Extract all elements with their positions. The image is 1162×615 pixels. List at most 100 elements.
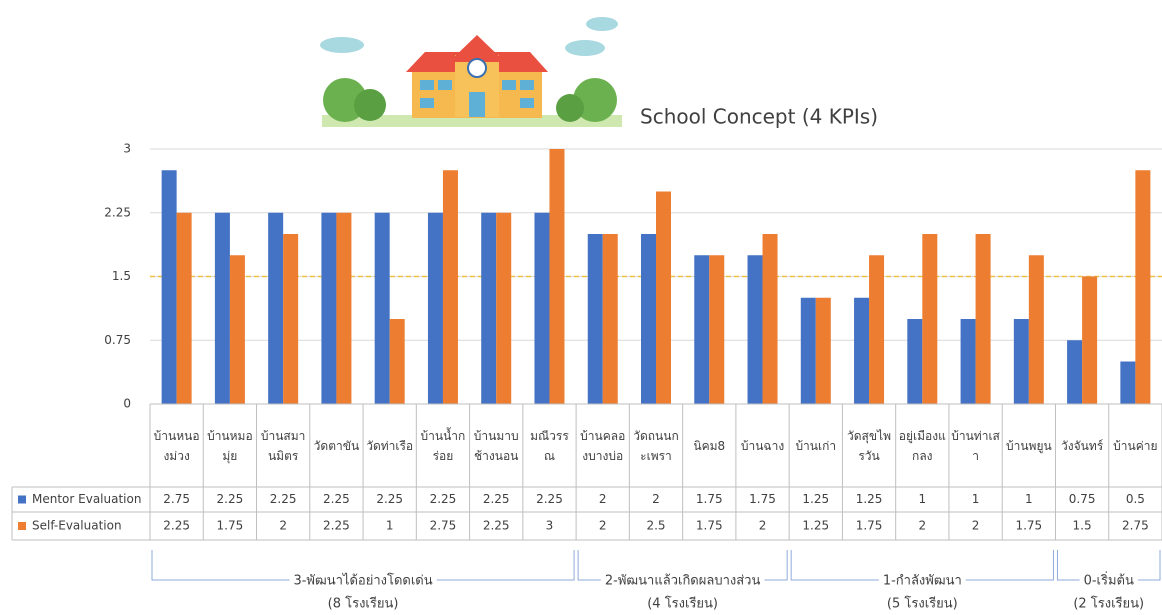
x-tick-label: วัดสุขไพรวัน	[847, 428, 892, 463]
table-value: 2.25	[430, 492, 457, 506]
x-tick-label: บ้านท่าเสา	[951, 428, 1000, 463]
bar	[1067, 340, 1083, 404]
x-tick-label: บ้านหมอมุ่ย	[207, 428, 253, 463]
x-tick-label: วังจันทร์	[1061, 438, 1104, 453]
group-label: 1-กำลังพัฒนา	[883, 574, 962, 589]
bar	[214, 212, 230, 404]
group-note: (2 โรงเรียน)	[1073, 596, 1144, 612]
table-value: 2.25	[323, 492, 350, 506]
table-value: 1.5	[1073, 519, 1092, 533]
table-value: 1.75	[217, 519, 244, 533]
legend-label: Self-Evaluation	[32, 519, 122, 533]
table-value: 1	[386, 519, 394, 533]
y-tick-label: 0	[123, 397, 131, 411]
table-value: 2	[652, 492, 660, 506]
table-value: 2	[279, 519, 287, 533]
x-tick-label: บ้านค่าย	[1113, 438, 1158, 453]
bar	[1028, 255, 1044, 404]
bar	[534, 212, 550, 404]
bar	[1120, 361, 1136, 404]
x-tick-label: บ้านคลองบางบ่อ	[580, 428, 626, 463]
bar	[800, 297, 816, 404]
y-tick-label: 1.5	[112, 269, 131, 283]
bar	[229, 255, 245, 404]
table-value: 1.25	[802, 519, 829, 533]
table-value: 1.75	[856, 519, 883, 533]
x-tick-label: อยู่เมืองแกลง	[898, 428, 946, 463]
table-value: 1.75	[749, 492, 776, 506]
table-value: 1	[918, 492, 926, 506]
bar	[854, 297, 870, 404]
bar	[442, 170, 458, 404]
legend-swatch	[18, 522, 26, 530]
bar	[641, 234, 656, 404]
group-label-bg	[878, 573, 966, 589]
legend-swatch	[18, 495, 26, 504]
x-tick-label: วัดตาขัน	[313, 438, 360, 453]
group-label: 0-เริ่มต้น	[1084, 572, 1134, 589]
bar	[762, 234, 778, 404]
x-tick-label: มณีวรรณ	[530, 428, 569, 463]
table-value: 2.25	[270, 492, 297, 506]
table-value: 2.75	[163, 492, 190, 506]
x-tick-label: บ้านเก่า	[795, 438, 837, 453]
group-label-bg	[600, 573, 765, 589]
x-tick-label: วัดท่าเรือ	[366, 438, 414, 453]
group-note: (4 โรงเรียน)	[647, 596, 718, 612]
bar	[283, 234, 299, 404]
table-value: 2.25	[163, 519, 190, 533]
bar	[975, 234, 991, 404]
y-tick-label: 0.75	[104, 333, 131, 347]
table-value: 1.75	[696, 519, 723, 533]
x-tick-label: บ้านน้ำกร่อย	[420, 428, 466, 463]
group-label: 3-พัฒนาได้อย่างโดดเด่น	[293, 573, 432, 589]
bar	[336, 212, 352, 404]
table-value: 2.25	[217, 492, 244, 506]
table-value: 2	[918, 519, 926, 533]
table-value: 0.5	[1126, 492, 1145, 506]
table-value: 2	[599, 519, 607, 533]
table-value: 2.25	[483, 492, 510, 506]
bar	[709, 255, 725, 404]
table-value: 1.25	[802, 492, 829, 506]
table-value: 2.5	[646, 519, 665, 533]
x-tick-label: บ้านสมานมิตร	[260, 428, 306, 463]
group-note: (5 โรงเรียน)	[887, 596, 958, 612]
table-value: 0.75	[1069, 492, 1096, 506]
bar	[907, 319, 923, 404]
bar	[321, 212, 337, 404]
table-value: 2.25	[323, 519, 350, 533]
table-value: 2	[972, 519, 980, 533]
bar	[427, 212, 443, 404]
table-value: 2.25	[483, 519, 510, 533]
group-label-bg	[1079, 571, 1138, 589]
legend-label: Mentor Evaluation	[32, 492, 141, 506]
table-value: 2	[599, 492, 607, 506]
bar	[922, 234, 938, 404]
table-value: 1.75	[696, 492, 723, 506]
x-tick-label: วัดถนนกะเพรา	[633, 428, 679, 463]
table-value: 2.25	[536, 492, 563, 506]
bar	[587, 234, 603, 404]
table-value: 2.75	[1122, 519, 1149, 533]
bar	[869, 255, 885, 404]
bar	[960, 319, 976, 404]
x-tick-label: บ้านฉาง	[740, 438, 785, 453]
bar	[1013, 319, 1029, 404]
bar	[176, 212, 192, 404]
bar	[549, 149, 565, 404]
y-tick-label: 3	[123, 142, 131, 156]
table-value: 1.75	[1015, 519, 1042, 533]
bar	[1135, 170, 1151, 404]
x-tick-label: นิคม8	[693, 438, 726, 453]
table-value: 1	[972, 492, 980, 506]
table-value: 2.75	[430, 519, 457, 533]
bar	[496, 212, 512, 404]
bar	[656, 191, 671, 404]
group-label-bg	[289, 572, 437, 589]
group-note: (8 โรงเรียน)	[328, 596, 399, 612]
table-value: 1.25	[856, 492, 883, 506]
table-value: 2	[759, 519, 767, 533]
bar	[161, 170, 177, 404]
